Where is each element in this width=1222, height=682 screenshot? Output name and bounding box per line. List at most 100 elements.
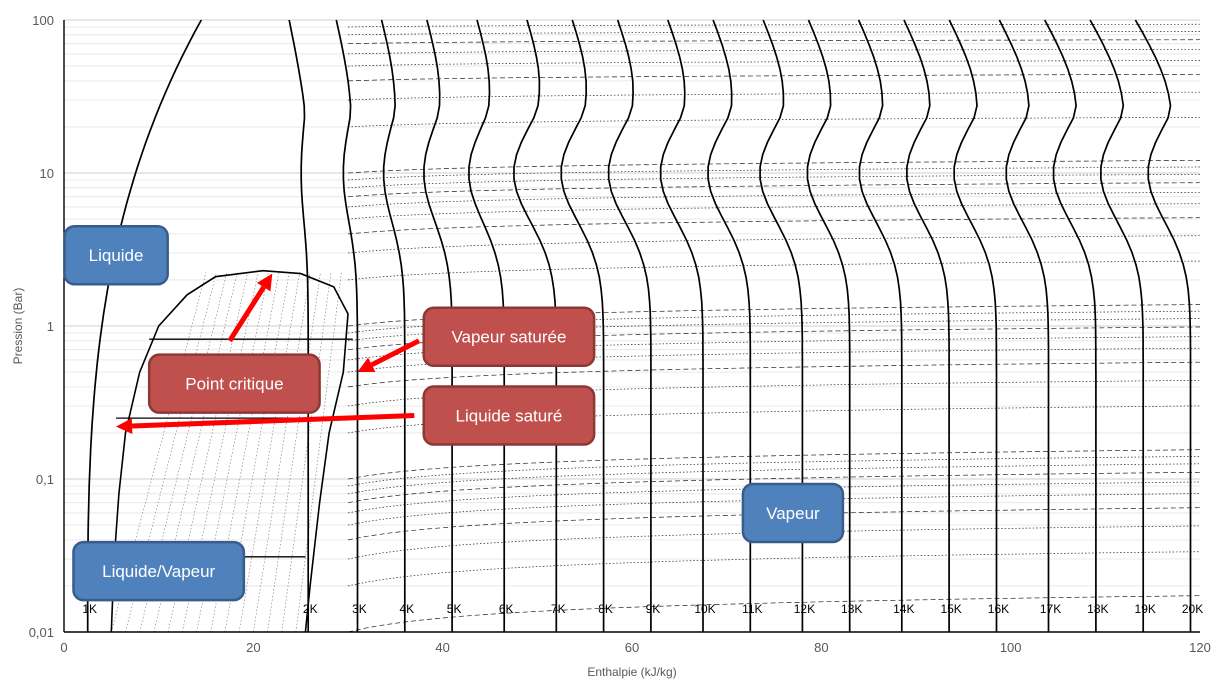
isobar-line: [347, 318, 1201, 342]
annotation-box-bg: [422, 385, 596, 446]
isotherm-label: 7K: [551, 602, 566, 616]
isobar-line: [347, 304, 1201, 327]
annotation-text: Liquide saturé: [456, 406, 563, 425]
isotherm-line: [806, 19, 851, 632]
annotation-box-liquide-vapeur: Liquide/Vapeur: [72, 540, 246, 602]
isobar-line: [347, 463, 1201, 495]
isotherm-line: [288, 19, 310, 632]
annotation-box-vapeur: Vapeur: [741, 482, 845, 544]
isotherm-label: 13K: [841, 602, 862, 616]
isotherm-line: [1043, 19, 1097, 632]
isobar-line: [347, 91, 1200, 101]
x-tick-label: 120: [1189, 640, 1211, 655]
isotherm-label: 4K: [399, 602, 414, 616]
isotherm-label: 3K: [352, 602, 367, 616]
annotation-box-bg: [741, 482, 845, 544]
isobar-line: [347, 260, 1201, 281]
dome-line: [196, 272, 269, 633]
isobar-line: [347, 336, 1201, 361]
isobar-line: [347, 361, 1201, 388]
isobar-line: [347, 73, 1201, 82]
dome-line: [139, 272, 228, 633]
annotation-text: Point critique: [185, 375, 283, 394]
annotation-arrow: [227, 285, 266, 343]
arrow-head: [116, 418, 133, 435]
y-axis-title: Pression (Bar): [11, 288, 25, 365]
annotation-arrow: [131, 413, 415, 429]
y-tick-label: 0,01: [29, 625, 54, 640]
arrow-head: [357, 357, 376, 373]
isotherm-label: 17K: [1040, 602, 1061, 616]
annotation-text: Vapeur: [766, 504, 820, 523]
isobar-line: [347, 551, 1201, 587]
y-tick-label: 0,1: [36, 472, 54, 487]
tick-labels: 0 20 40 60 80 100 120 0,01 0,1 1 10 100: [29, 13, 1211, 655]
isobar-line: [347, 326, 1201, 351]
annotation-box-bg: [147, 353, 321, 414]
annotation-box-bg: [422, 306, 596, 368]
x-tick-label: 20: [246, 640, 260, 655]
annotation-box-liquide-satur-: Liquide saturé: [422, 385, 596, 446]
isotherm-label: 6K: [499, 602, 514, 616]
isotherm-line: [86, 19, 203, 632]
annotation-boxes: Liquide Point critique Vapeur saturée Liqui…: [63, 225, 845, 602]
isotherm-line: [607, 19, 652, 632]
isobar-line: [347, 23, 1201, 28]
annotation-arrow: [370, 338, 421, 368]
isotherm-line: [1134, 19, 1192, 632]
isotherm-line: [1089, 19, 1145, 632]
isobar-line: [347, 310, 1201, 334]
isobar-line: [347, 471, 1201, 504]
isotherm-label: 14K: [893, 602, 914, 616]
isobar-line: [347, 60, 1201, 67]
x-tick-label: 40: [435, 640, 449, 655]
x-axis-title: Enthalpie (kJ/kg): [587, 665, 676, 679]
isobar-line: [347, 405, 1201, 434]
isobar-line: [347, 160, 1201, 174]
isotherm-line: [380, 19, 406, 632]
isotherm-label: 16K: [988, 602, 1009, 616]
annotation-box-vapeur-satur-e: Vapeur saturée: [422, 306, 596, 368]
isotherm-label: 18K: [1087, 602, 1108, 616]
y-tick-label: 10: [40, 166, 54, 181]
y-tick-label: 100: [32, 13, 54, 28]
isobar-line: [347, 217, 1201, 235]
dome-line: [295, 272, 342, 633]
isotherm-line: [903, 19, 950, 632]
annotation-text: Liquide: [89, 246, 144, 265]
isobar-line: [347, 595, 1201, 633]
isobar-line: [347, 235, 1201, 254]
isotherm-line: [335, 19, 359, 632]
isobar-line: [347, 31, 1200, 36]
annotation-text: Liquide/Vapeur: [102, 562, 215, 581]
dome-line: [253, 272, 311, 633]
isobar-line: [347, 39, 1201, 45]
isotherm-line: [857, 19, 903, 632]
dome-line: [125, 272, 217, 633]
y-tick-label: 1: [47, 319, 54, 334]
isotherm-label: 19K: [1135, 602, 1156, 616]
arrow-head: [256, 273, 273, 292]
isotherm-label: 2K: [303, 602, 318, 616]
annotation-box-liquide: Liquide: [63, 225, 169, 286]
annotation-box-point-critique: Point critique: [147, 353, 321, 414]
annotation-box-bg: [72, 540, 246, 602]
isotherm-label: 15K: [940, 602, 961, 616]
dome-line: [267, 272, 321, 633]
isobar-line: [347, 182, 1201, 198]
x-tick-label: 80: [814, 640, 828, 655]
isotherm-label: 11K: [742, 602, 762, 616]
isotherm-label: 9K: [646, 602, 661, 616]
isobar-line: [347, 379, 1201, 407]
isotherm-label: 12K: [794, 602, 815, 616]
x-tick-label: 60: [625, 640, 639, 655]
annotation-box-bg: [63, 225, 169, 286]
dome-line: [281, 272, 332, 633]
isotherm-line: [659, 19, 704, 632]
isotherm-line: [560, 19, 605, 632]
isobar-line: [347, 166, 1201, 181]
x-tick-label: 100: [1000, 640, 1022, 655]
axes: [63, 20, 1200, 633]
isotherm-label: 8K: [598, 602, 613, 616]
